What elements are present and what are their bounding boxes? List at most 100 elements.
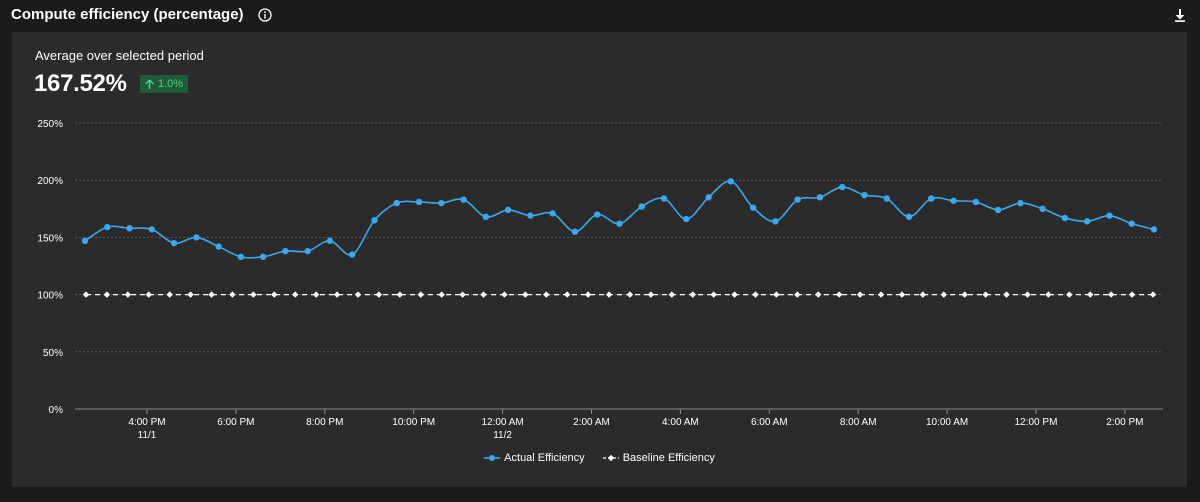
x-tick-label: 6:00 PM xyxy=(217,417,254,428)
actual-point xyxy=(683,215,690,223)
actual-point xyxy=(594,211,601,218)
actual-point xyxy=(816,194,824,201)
actual-point xyxy=(1106,212,1113,219)
actual-point xyxy=(549,210,556,217)
baseline-point xyxy=(1003,291,1010,298)
baseline-point xyxy=(752,291,759,298)
actual-point xyxy=(126,225,133,232)
actual-point xyxy=(1061,214,1069,222)
x-tick-label: 4:00 AM xyxy=(662,417,699,428)
actual-point xyxy=(460,196,467,203)
x-tick-sublabel: 11/2 xyxy=(493,430,512,441)
baseline-point xyxy=(312,291,320,298)
baseline-point xyxy=(417,291,424,298)
baseline-point xyxy=(166,291,173,298)
actual-point xyxy=(928,195,935,202)
actual-point xyxy=(839,183,846,191)
baseline-point xyxy=(1045,291,1052,298)
y-tick-label: 250% xyxy=(37,119,63,130)
baseline-point xyxy=(1107,291,1115,298)
baseline-point xyxy=(396,291,404,298)
actual-point xyxy=(772,218,779,225)
baseline-point xyxy=(82,291,90,298)
baseline-point xyxy=(982,291,989,298)
actual-point xyxy=(527,212,534,219)
baseline-point xyxy=(459,291,466,298)
actual-point xyxy=(994,206,1002,214)
actual-point xyxy=(415,198,423,206)
actual-point xyxy=(727,178,735,185)
baseline-point xyxy=(501,291,508,298)
legend-marker-baseline xyxy=(602,454,619,462)
actual-point xyxy=(193,234,200,241)
average-value: 167.52% xyxy=(34,70,127,97)
baseline-point xyxy=(856,291,864,298)
y-tick-label: 100% xyxy=(37,291,63,302)
y-tick-label: 0% xyxy=(49,405,64,416)
download-icon[interactable] xyxy=(1172,7,1188,23)
delta-value: 1.0% xyxy=(158,78,184,90)
actual-point xyxy=(1150,226,1158,233)
delta-badge: 1.0% xyxy=(140,75,189,93)
x-tick-label: 2:00 AM xyxy=(573,417,610,428)
chart-header: Compute efficiency (percentage) xyxy=(0,0,1200,32)
baseline-point xyxy=(229,291,236,298)
actual-point xyxy=(371,217,378,224)
baseline-point xyxy=(522,291,529,298)
x-tick-label: 6:00 AM xyxy=(751,417,788,428)
legend-marker-actual xyxy=(484,455,501,461)
actual-point xyxy=(482,213,490,221)
baseline-point xyxy=(103,291,111,298)
actual-point xyxy=(972,198,980,206)
legend-item-baseline[interactable]: Baseline Efficiency xyxy=(602,452,715,464)
baseline-point xyxy=(208,291,215,298)
baseline-point xyxy=(773,291,780,298)
actual-point xyxy=(705,194,712,201)
info-icon[interactable] xyxy=(258,8,272,22)
baseline-point xyxy=(919,291,927,298)
chart-panel: Average over selected period 167.52% 1.0… xyxy=(12,32,1187,487)
actual-point xyxy=(81,237,89,245)
baseline-point xyxy=(271,291,278,298)
baseline-point xyxy=(877,291,885,298)
actual-point xyxy=(438,199,445,207)
actual-point xyxy=(638,203,645,210)
legend-label-baseline: Baseline Efficiency xyxy=(622,452,715,464)
baseline-point xyxy=(480,291,487,298)
baseline-point xyxy=(145,291,152,298)
baseline-point xyxy=(543,291,550,298)
baseline-point xyxy=(563,291,571,298)
actual-point xyxy=(794,196,801,203)
baseline-point xyxy=(1024,291,1031,298)
y-tick-label: 150% xyxy=(37,233,63,244)
x-tick-label: 12:00 PM xyxy=(1015,417,1058,428)
baseline-point xyxy=(898,291,906,298)
x-tick-label: 8:00 PM xyxy=(306,417,343,428)
baseline-point xyxy=(1128,291,1136,298)
actual-point xyxy=(104,223,111,231)
actual-point xyxy=(1083,218,1091,225)
baseline-point xyxy=(668,291,676,298)
y-tick-label: 200% xyxy=(37,176,63,187)
arrow-up-icon xyxy=(144,78,155,89)
x-tick-label: 10:00 PM xyxy=(392,417,435,428)
x-tick-label: 4:00 PM xyxy=(128,417,165,428)
actual-point xyxy=(883,195,890,202)
baseline-point xyxy=(626,291,634,298)
legend-item-actual[interactable]: Actual Efficiency xyxy=(484,452,585,464)
x-tick-sublabel: 11/1 xyxy=(138,430,157,441)
baseline-point xyxy=(961,291,968,298)
y-tick-label: 50% xyxy=(43,348,63,359)
x-tick-label: 8:00 AM xyxy=(840,417,877,428)
average-label: Average over selected period xyxy=(35,48,204,63)
baseline-point xyxy=(1087,291,1094,298)
baseline-point xyxy=(794,291,801,298)
baseline-point xyxy=(647,291,655,298)
actual-point xyxy=(1128,220,1135,227)
actual-point xyxy=(304,247,311,255)
actual-point xyxy=(749,204,757,211)
legend-label-actual: Actual Efficiency xyxy=(504,452,585,464)
baseline-point xyxy=(124,291,132,298)
chart-legend: Actual Efficiency Baseline Efficiency xyxy=(12,452,1187,464)
actual-point xyxy=(571,228,579,235)
